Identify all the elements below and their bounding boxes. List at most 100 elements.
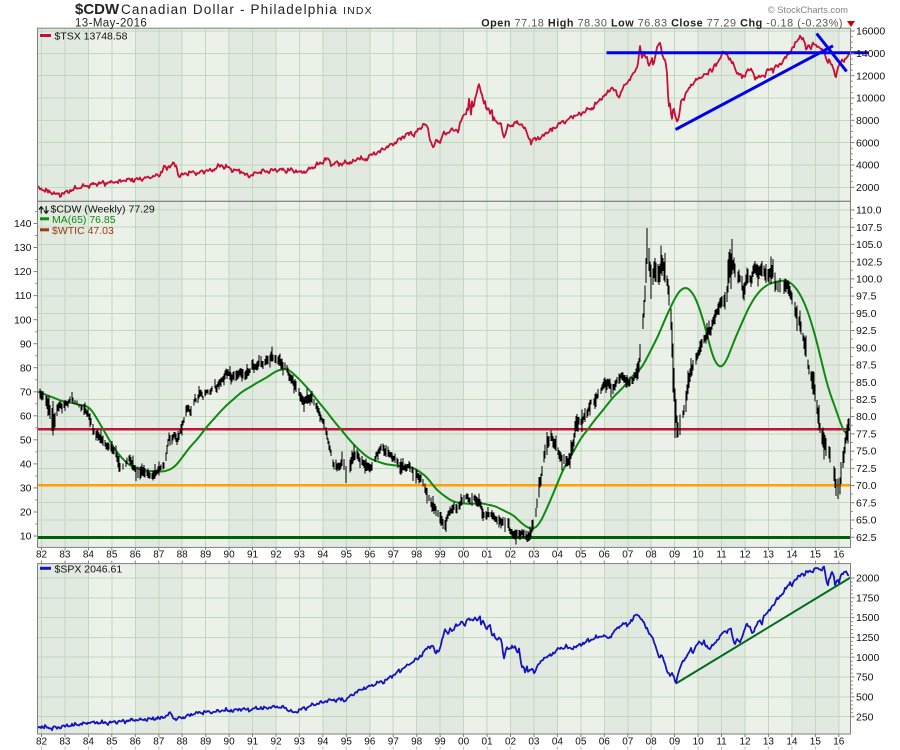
svg-text:02: 02 [505, 737, 517, 748]
svg-text:4000: 4000 [856, 160, 880, 172]
svg-text:05: 05 [575, 737, 587, 748]
svg-text:12: 12 [739, 550, 751, 561]
svg-text:08: 08 [646, 737, 658, 748]
svg-text:14: 14 [786, 550, 798, 561]
svg-text:13: 13 [763, 737, 775, 748]
svg-text:87.5: 87.5 [856, 360, 877, 372]
svg-text:90: 90 [20, 338, 32, 350]
svg-text:01: 01 [481, 737, 493, 748]
svg-text:09: 09 [669, 550, 681, 561]
svg-text:98: 98 [411, 550, 423, 561]
svg-text:94: 94 [317, 550, 329, 561]
svg-text:00: 00 [458, 737, 470, 748]
svg-text:85: 85 [106, 737, 118, 748]
svg-text:82: 82 [36, 737, 48, 748]
svg-text:$WTIC 47.03: $WTIC 47.03 [52, 225, 114, 237]
svg-text:12000: 12000 [856, 70, 885, 82]
svg-text:87: 87 [153, 737, 165, 748]
svg-text:90.0: 90.0 [856, 342, 877, 354]
svg-text:8000: 8000 [856, 115, 880, 127]
svg-text:02: 02 [505, 550, 517, 561]
svg-text:84: 84 [83, 550, 95, 561]
svg-text:95: 95 [341, 550, 353, 561]
svg-text:11: 11 [716, 737, 727, 748]
svg-text:70: 70 [20, 386, 32, 398]
svg-text:97: 97 [388, 550, 400, 561]
svg-text:13: 13 [763, 550, 775, 561]
svg-text:90: 90 [224, 550, 236, 561]
svg-text:93: 93 [294, 737, 306, 748]
svg-text:16: 16 [833, 737, 845, 748]
svg-text:6000: 6000 [856, 137, 880, 149]
svg-text:07: 07 [622, 737, 634, 748]
svg-text:93: 93 [294, 550, 306, 561]
svg-text:16000: 16000 [856, 26, 885, 38]
svg-text:140: 140 [14, 218, 32, 230]
svg-text:110: 110 [15, 290, 32, 302]
svg-text:05: 05 [575, 550, 587, 561]
svg-text:750: 750 [856, 672, 874, 684]
svg-text:95: 95 [341, 737, 353, 748]
svg-text:$TSX 13748.58: $TSX 13748.58 [55, 31, 128, 43]
svg-text:$SPX 2046.61: $SPX 2046.61 [55, 563, 123, 575]
svg-text:92: 92 [270, 737, 282, 748]
svg-text:50: 50 [20, 434, 32, 446]
svg-text:105.0: 105.0 [856, 239, 882, 251]
svg-text:98: 98 [411, 737, 423, 748]
svg-text:88: 88 [177, 550, 189, 561]
svg-text:95.0: 95.0 [856, 308, 877, 320]
svg-text:$CDW: $CDW [75, 1, 120, 18]
svg-text:84: 84 [83, 737, 95, 748]
svg-text:65.0: 65.0 [856, 515, 877, 527]
svg-text:88: 88 [177, 737, 189, 748]
svg-text:102.5: 102.5 [856, 256, 882, 268]
svg-text:03: 03 [528, 737, 540, 748]
svg-text:INDX: INDX [343, 5, 373, 17]
svg-text:100: 100 [14, 314, 32, 326]
svg-text:82: 82 [36, 550, 48, 561]
svg-text:03: 03 [528, 550, 540, 561]
svg-text:12: 12 [739, 737, 751, 748]
svg-text:70.0: 70.0 [856, 480, 877, 492]
svg-text:85.0: 85.0 [856, 377, 877, 389]
svg-text:14000: 14000 [856, 48, 885, 60]
svg-text:107.5: 107.5 [856, 222, 882, 234]
svg-text:60: 60 [20, 410, 32, 422]
svg-text:$CDW (Weekly) 77.29: $CDW (Weekly) 77.29 [51, 204, 155, 216]
svg-text:97.5: 97.5 [856, 291, 877, 303]
svg-text:83: 83 [59, 737, 71, 748]
svg-text:97: 97 [388, 737, 400, 748]
svg-text:Canadian Dollar - Philadelphia: Canadian Dollar - Philadelphia [121, 2, 338, 17]
svg-text:01: 01 [481, 550, 493, 561]
svg-text:1750: 1750 [856, 592, 880, 604]
svg-text:40: 40 [20, 458, 32, 470]
svg-text:91: 91 [247, 550, 259, 561]
svg-text:90: 90 [224, 737, 236, 748]
svg-text:1000: 1000 [856, 652, 880, 664]
svg-text:85: 85 [106, 550, 118, 561]
svg-text:62.5: 62.5 [856, 532, 877, 544]
svg-text:120: 120 [14, 266, 32, 278]
svg-text:04: 04 [552, 737, 564, 748]
svg-text:82.5: 82.5 [856, 394, 877, 406]
svg-text:10: 10 [693, 550, 705, 561]
svg-text:11: 11 [716, 550, 727, 561]
svg-text:16: 16 [833, 550, 845, 561]
svg-text:96: 96 [364, 550, 376, 561]
svg-text:Open 77.18 High 78.30 Low 76.8: Open 77.18 High 78.30 Low 76.83 Close 77… [481, 18, 843, 30]
svg-text:92: 92 [270, 550, 282, 561]
svg-text:500: 500 [856, 691, 874, 703]
svg-text:MA(65) 76.85: MA(65) 76.85 [52, 214, 116, 226]
svg-text:1500: 1500 [856, 612, 880, 624]
svg-text:89: 89 [200, 550, 212, 561]
svg-text:250: 250 [856, 711, 874, 723]
svg-text:08: 08 [646, 550, 658, 561]
svg-text:2000: 2000 [856, 573, 880, 585]
svg-text:20: 20 [20, 507, 32, 519]
svg-text:10: 10 [20, 531, 32, 543]
svg-text:75.0: 75.0 [856, 446, 877, 458]
svg-text:15: 15 [810, 737, 822, 748]
svg-text:83: 83 [59, 550, 71, 561]
svg-text:07: 07 [622, 550, 634, 561]
svg-text:06: 06 [599, 737, 611, 748]
